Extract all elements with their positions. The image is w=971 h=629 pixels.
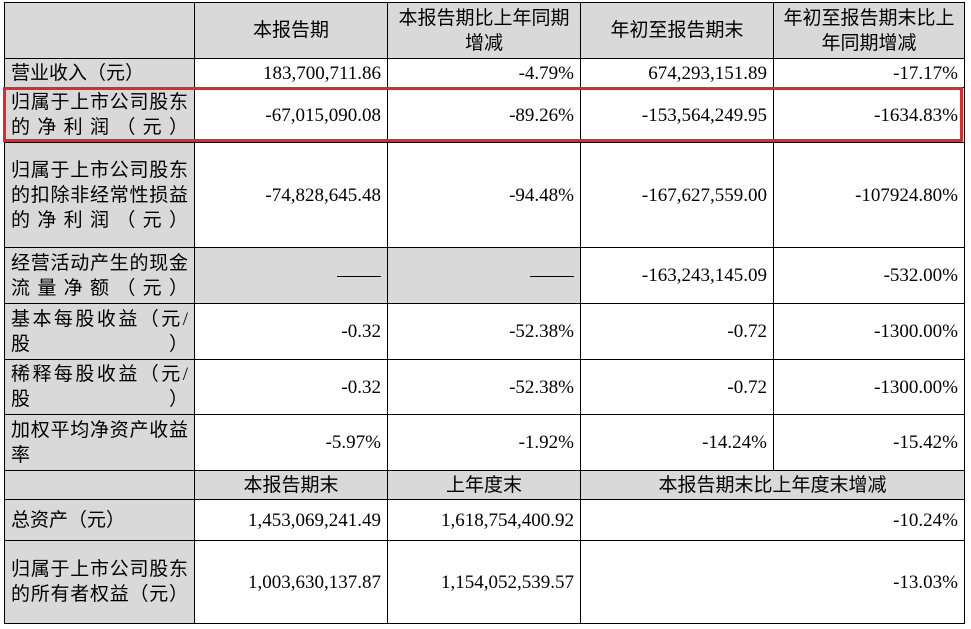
row-label: 加权平均净资产收益率 — [11, 419, 188, 466]
cell-value: 183,700,711.86 — [194, 58, 388, 88]
cell-value: -4.79% — [387, 58, 581, 88]
cell-value: -17.17% — [773, 58, 965, 88]
table-row-basic-eps: 基本每股收益（元/股） -0.32 -52.38% -0.72 -1300.00… — [4, 303, 965, 360]
financial-summary-table: 本报告期 本报告期比上年同期增减 年初至报告期末 年初至报告期末比上年同期增减 … — [4, 2, 965, 624]
cell-value: -52.38% — [387, 303, 581, 360]
cell-value: -1.92% — [387, 414, 581, 471]
header-empty-cell — [4, 2, 195, 59]
dash-mark — [530, 276, 574, 278]
table-row-net-profit: 归属于上市公司股东的净利润（元） -67,015,090.08 -89.26% … — [4, 87, 965, 143]
cell-value: -1300.00% — [773, 303, 965, 360]
row-label: 归属于上市公司股东的扣除非经常性损益的净利润（元） — [11, 159, 188, 231]
cell-value: -89.26% — [387, 87, 581, 143]
cell-value: -0.32 — [194, 359, 388, 415]
cell-value: -94.48% — [387, 142, 581, 248]
header-ytd-yoy: 年初至报告期末比上年同期增减 — [773, 2, 965, 59]
header-ytd: 年初至报告期末 — [580, 2, 774, 59]
cell-value: -153,564,249.95 — [580, 87, 774, 143]
cell-value: -0.32 — [194, 303, 388, 360]
cell-value: -15.42% — [773, 414, 965, 471]
cell-value — [194, 247, 388, 304]
row-label: 稀释每股收益（元/股） — [11, 364, 188, 410]
cell-value: -0.72 — [580, 303, 774, 360]
cell-value: -10.24% — [580, 499, 965, 541]
cell-value: -1634.83% — [773, 87, 965, 143]
cell-value: -67,015,090.08 — [194, 87, 388, 143]
cell-value: -5.97% — [194, 414, 388, 471]
cell-value: -107924.80% — [773, 142, 965, 248]
row-label: 归属于上市公司股东的所有者权益（元） — [11, 559, 188, 605]
cell-value: -167,627,559.00 — [580, 142, 774, 248]
subheader-empty-cell — [4, 470, 195, 500]
row-label: 归属于上市公司股东的净利润（元） — [11, 92, 188, 138]
cell-value: -74,828,645.48 — [194, 142, 388, 248]
dash-mark — [337, 276, 381, 278]
cell-value: -52.38% — [387, 359, 581, 415]
cell-value: 1,003,630,137.87 — [194, 540, 388, 624]
table-row-revenue: 营业收入（元） 183,700,711.86 -4.79% 674,293,15… — [4, 58, 965, 88]
cell-value: 1,618,754,400.92 — [387, 499, 581, 541]
cell-value — [387, 247, 581, 304]
cell-value: -14.24% — [580, 414, 774, 471]
cell-value: 1,154,052,539.57 — [387, 540, 581, 624]
header-current-period-yoy: 本报告期比上年同期增减 — [387, 2, 581, 59]
row-label: 基本每股收益（元/股） — [11, 308, 188, 355]
cell-value: -1300.00% — [773, 359, 965, 415]
cell-value: -532.00% — [773, 247, 965, 304]
table-row-diluted-eps: 稀释每股收益（元/股） -0.32 -52.38% -0.72 -1300.00… — [4, 359, 965, 415]
cell-value: 674,293,151.89 — [580, 58, 774, 88]
cell-value: -163,243,145.09 — [580, 247, 774, 304]
row-label: 经营活动产生的现金流量净额（元） — [11, 252, 188, 299]
table-row-owners-equity: 归属于上市公司股东的所有者权益（元） 1,003,630,137.87 1,15… — [4, 540, 965, 624]
subheader-row: 本报告期末 上年度末 本报告期末比上年度末增减 — [4, 470, 965, 500]
table-row-weighted-roe: 加权平均净资产收益率 -5.97% -1.92% -14.24% -15.42% — [4, 414, 965, 471]
header-current-period: 本报告期 — [194, 2, 388, 59]
row-label: 总资产（元） — [4, 499, 195, 541]
table-row-operating-cash-flow: 经营活动产生的现金流量净额（元） -163,243,145.09 -532.00… — [4, 247, 965, 304]
table-row-total-assets: 总资产（元） 1,453,069,241.49 1,618,754,400.92… — [4, 499, 965, 541]
subheader-period-end: 本报告期末 — [194, 470, 388, 500]
cell-value: -0.72 — [580, 359, 774, 415]
cell-value: -13.03% — [580, 540, 965, 624]
table-row-net-profit-deducted: 归属于上市公司股东的扣除非经常性损益的净利润（元） -74,828,645.48… — [4, 142, 965, 248]
subheader-prior-year-end: 上年度末 — [387, 470, 581, 500]
cell-value: 1,453,069,241.49 — [194, 499, 388, 541]
row-label: 营业收入（元） — [4, 58, 195, 88]
header-row: 本报告期 本报告期比上年同期增减 年初至报告期末 年初至报告期末比上年同期增减 — [4, 2, 965, 59]
subheader-change: 本报告期末比上年度末增减 — [580, 470, 965, 500]
